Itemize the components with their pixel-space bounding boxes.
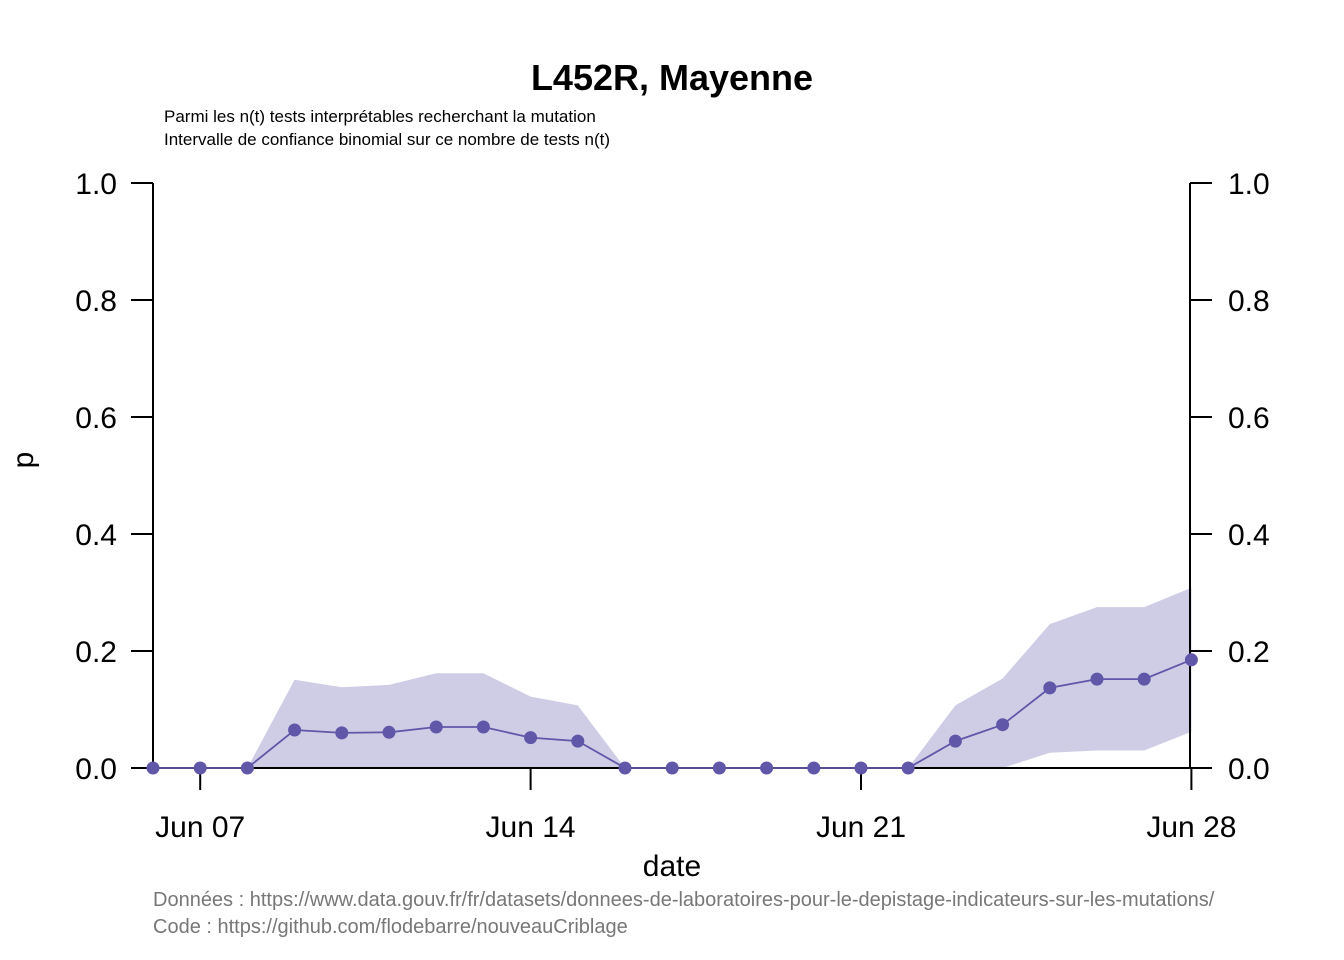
y-tick-label-right: 0.8 xyxy=(1228,285,1270,318)
data-point xyxy=(760,761,774,775)
data-point xyxy=(948,734,962,748)
x-tick-label: Jun 21 xyxy=(816,811,906,844)
chart-subtitle-line-1: Parmi les n(t) tests interprétables rech… xyxy=(164,107,596,126)
code-source-caption: Code : https://github.com/flodebarre/nou… xyxy=(153,916,628,938)
x-axis-label: date xyxy=(643,850,701,883)
y-tick-label-right: 0.4 xyxy=(1228,519,1270,552)
y-tick-label-left: 0.8 xyxy=(75,285,117,318)
y-tick-label-left: 0.6 xyxy=(75,402,117,435)
data-point xyxy=(807,761,821,775)
y-tick-label-right: 0.0 xyxy=(1228,753,1270,786)
y-tick-label-left: 0.0 xyxy=(75,753,117,786)
y-tick-label-left: 0.4 xyxy=(75,519,117,552)
data-source-caption: Données : https://www.data.gouv.fr/fr/da… xyxy=(153,889,1215,911)
data-point xyxy=(618,761,632,775)
x-tick-label: Jun 07 xyxy=(155,811,245,844)
data-point xyxy=(712,761,726,775)
data-point xyxy=(1043,681,1057,695)
data-point xyxy=(193,761,207,775)
chart-title: L452R, Mayenne xyxy=(531,57,813,98)
data-point xyxy=(476,720,490,734)
data-point xyxy=(996,718,1010,732)
plot-area: 0.0 0.0 0.2 0.2 0.4 0.4 0.6 0.6 0.8 0.8 1.0 1.0 Jun … xyxy=(75,168,1269,844)
data-point xyxy=(382,725,396,739)
data-point xyxy=(665,761,679,775)
data-point xyxy=(1184,653,1198,667)
data-point xyxy=(854,761,868,775)
y-tick-label-left: 1.0 xyxy=(75,168,117,201)
y-tick-label-right: 0.2 xyxy=(1228,636,1270,669)
y-axis-label: p xyxy=(7,452,40,469)
data-point xyxy=(146,761,160,775)
x-tick-label: Jun 14 xyxy=(486,811,576,844)
data-point xyxy=(1090,672,1104,686)
y-tick-label-right: 1.0 xyxy=(1228,168,1270,201)
y-tick-label-left: 0.2 xyxy=(75,636,117,669)
data-point xyxy=(335,726,349,740)
data-point xyxy=(240,761,254,775)
data-point xyxy=(524,731,538,745)
data-point xyxy=(429,720,443,734)
y-tick-label-right: 0.6 xyxy=(1228,402,1270,435)
data-point xyxy=(1137,672,1151,686)
data-point xyxy=(288,723,302,737)
x-tick-label: Jun 28 xyxy=(1146,811,1236,844)
data-point xyxy=(571,734,585,748)
confidence-band xyxy=(153,587,1192,768)
chart-subtitle-line-2: Intervalle de confiance binomial sur ce … xyxy=(164,130,610,149)
data-point xyxy=(901,761,915,775)
